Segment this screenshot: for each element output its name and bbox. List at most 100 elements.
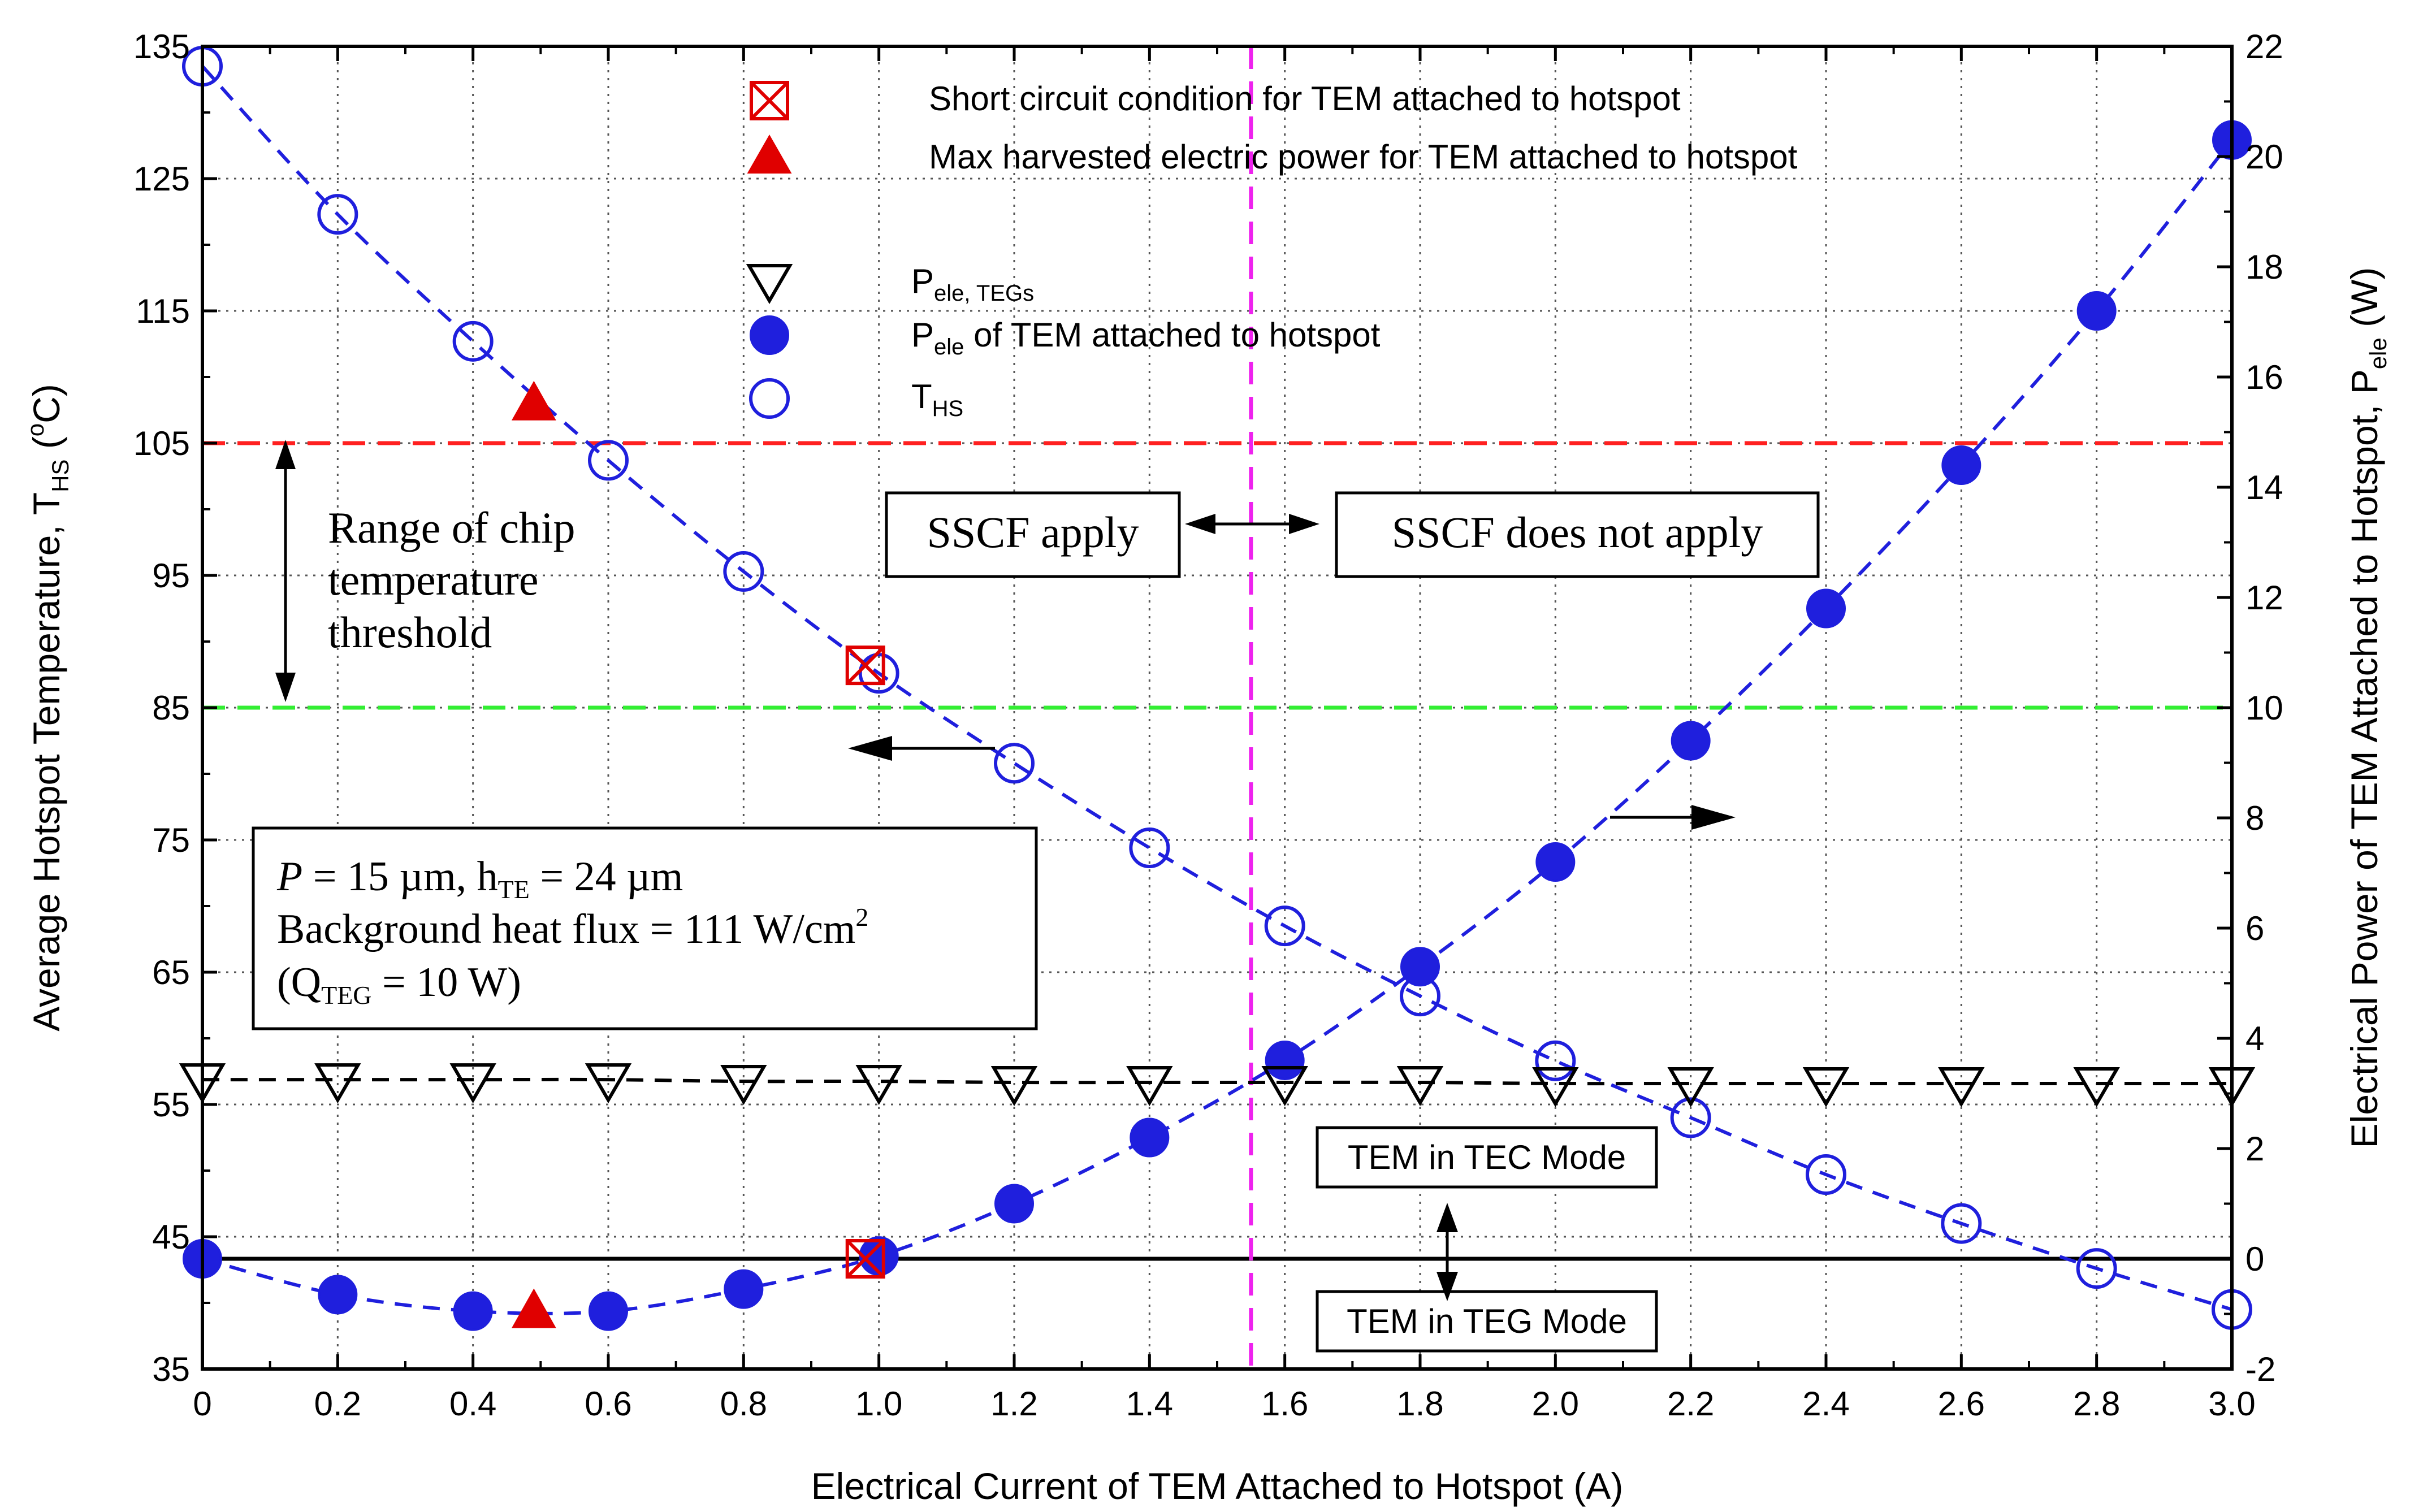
p-ele-tegs-point <box>855 1065 902 1106</box>
max-harvested-electric-power-power-point <box>511 1288 556 1328</box>
legend-label-ths: THS <box>911 378 963 421</box>
y-right-tick-label: 18 <box>2245 248 2283 286</box>
p-ele-of-tem-attached-to-hotspot-point <box>2076 291 2117 331</box>
x-tick-label: 3.0 <box>2208 1385 2255 1423</box>
x-axis-label: Electrical Current of TEM Attached to Ho… <box>811 1465 1624 1507</box>
y-right-tick-label: 6 <box>2245 909 2264 947</box>
x-tick-label: 2.2 <box>1667 1385 1714 1423</box>
t-hs-curve <box>201 65 2232 1311</box>
short-circuit-condition-for-tem-attached-to-hotspot-point-box <box>845 645 885 686</box>
threshold-range-line-3: threshold <box>328 608 492 657</box>
y-left-tick-label: 105 <box>133 424 190 462</box>
y-right-tick-label: 8 <box>2245 799 2264 837</box>
t-hs-point <box>1806 1154 1846 1195</box>
legend-marker-short-circuit <box>750 81 789 120</box>
p-ele-of-tem-attached-to-hotspot-point <box>1941 445 1981 485</box>
right-axis-arrow <box>1610 805 1736 830</box>
sscf-apply-label: SSCF apply <box>927 508 1139 557</box>
p-ele-of-tem-attached-to-hotspot-point <box>1400 947 1440 987</box>
short-circuit-condition-power-point-box <box>845 1239 885 1279</box>
y-right-tick-label: 16 <box>2245 358 2283 396</box>
p-ele-of-tem-attached-to-hotspot-point <box>1806 588 1846 629</box>
series-markers <box>179 46 2256 1331</box>
p-ele-tegs-point <box>720 1065 767 1106</box>
x-tick-label: 1.2 <box>990 1385 1037 1423</box>
legend-marker-ths <box>749 378 790 419</box>
p-ele-tegs-point <box>1396 1066 1444 1106</box>
y-left-tick-label: 125 <box>133 160 190 198</box>
tec-mode-box: TEM in TEC Mode <box>1316 1126 1658 1189</box>
p-ele-tegs-point <box>449 1063 496 1104</box>
p-ele-tegs-point <box>1126 1066 1173 1106</box>
legend-marker-pele-tegs <box>746 264 793 304</box>
y-left-tick-label: 75 <box>152 821 190 859</box>
teg-mode-label: TEM in TEG Mode <box>1347 1302 1627 1340</box>
max-harvested-electric-power-for-tem-attached-to-hotspot-point <box>511 380 556 421</box>
y-axis-right-label: Electrical Power of TEM Attached to Hots… <box>2343 267 2391 1149</box>
y-right-tick-label: 20 <box>2245 138 2283 176</box>
p-ele-tegs-point <box>314 1063 361 1104</box>
parameters-box: P = 15 µm, hTE = 24 µm Background heat f… <box>252 826 1038 1030</box>
tick-labels: 0 0.2 0.4 0.6 0.8 1.0 1.2 1.4 1.6 1.8 2.0 2.2 2.4 2.6… <box>133 28 2283 1423</box>
y-right-tick-label: 0 <box>2245 1240 2264 1278</box>
short-circuit-condition-power-point <box>845 1239 885 1279</box>
p-ele-tegs-point <box>1938 1067 1985 1107</box>
threshold-range-annotation: Range of chip temperature threshold <box>275 440 576 702</box>
y-left-tick-label: 135 <box>133 28 190 66</box>
p-ele-tegs-curve <box>202 1077 2232 1086</box>
x-tick-label: 2.6 <box>1938 1385 1985 1423</box>
y-right-tick-label: 4 <box>2245 1020 2264 1058</box>
x-tick-label: 2.4 <box>1802 1385 1849 1423</box>
x-tick-label: 0.8 <box>720 1385 767 1423</box>
p-ele-of-tem-attached-to-hotspot-point <box>589 1291 628 1331</box>
p-ele-of-tem-attached-to-hotspot-point <box>1535 842 1576 882</box>
mode-double-arrow <box>1437 1203 1458 1301</box>
p-ele-of-tem-attached-to-hotspot-point <box>724 1269 764 1309</box>
p-ele-tegs-point <box>1802 1067 1850 1107</box>
sscf-double-arrow <box>1185 514 1319 534</box>
short-circuit-condition-for-tem-attached-to-hotspot-point-cross-b <box>846 645 885 685</box>
legend-label-pele-tegs: Pele, TEGs <box>911 262 1034 306</box>
p-ele-tegs-point <box>2073 1067 2120 1107</box>
p-ele-of-tem-attached-to-hotspot-point <box>1671 721 1711 761</box>
p-ele-tegs-point <box>585 1063 632 1104</box>
sscf-not-apply-label: SSCF does not apply <box>1392 508 1763 557</box>
x-tick-label: 1.0 <box>855 1385 902 1423</box>
legend-label-pele-tem: Pele of TEM attached to hotspot <box>911 316 1381 359</box>
p-ele-tegs-point <box>1667 1067 1714 1107</box>
t-hs-point <box>2076 1248 2117 1289</box>
x-tick-label: 1.4 <box>1126 1385 1173 1423</box>
short-circuit-condition-power-point-cross-b <box>846 1239 885 1279</box>
t-hs-point <box>1941 1203 1982 1244</box>
y-left-tick-label: 95 <box>152 557 190 595</box>
t-hs-point <box>317 194 358 235</box>
x-tick-label: 0.2 <box>314 1385 361 1423</box>
y-left-tick-label: 55 <box>152 1086 190 1124</box>
y-left-tick-label: 65 <box>152 954 190 991</box>
params-line-1: P = 15 µm, hTE = 24 µm <box>276 854 683 904</box>
reference-lines <box>202 46 2232 1369</box>
sscf-not-apply-box: SSCF does not apply <box>1335 491 1820 578</box>
axis-ticks <box>201 45 2234 1371</box>
legend-marker-pele-tem <box>750 315 789 355</box>
sscf-apply-box: SSCF apply <box>885 491 1181 578</box>
x-tick-label: 0.4 <box>449 1385 496 1423</box>
series-curves <box>201 65 2234 1315</box>
t-hs-point <box>452 320 494 362</box>
t-hs-point <box>994 743 1035 784</box>
p-ele-of-tem-attached-to-hotspot-point <box>453 1291 493 1331</box>
p-ele-of-tem-attached-to-hotspot-point <box>1130 1117 1170 1158</box>
x-tick-label: 2.8 <box>2073 1385 2120 1423</box>
tec-mode-label: TEM in TEC Mode <box>1348 1138 1626 1176</box>
p-ele-tegs-point <box>1261 1066 1308 1106</box>
x-tick-label: 1.6 <box>1261 1385 1308 1423</box>
y-right-tick-label: 12 <box>2245 579 2283 617</box>
legend-marker-max-power <box>747 134 792 174</box>
y-right-tick-label: 22 <box>2245 28 2283 66</box>
y-left-tick-label: 35 <box>152 1350 190 1388</box>
legend-label-max-power: Max harvested electric power for TEM att… <box>929 138 1798 176</box>
y-left-tick-label: 115 <box>136 292 190 330</box>
p-ele-tegs-point <box>990 1066 1038 1106</box>
p-ele-of-tem-attached-to-hotspot-point <box>994 1184 1034 1224</box>
